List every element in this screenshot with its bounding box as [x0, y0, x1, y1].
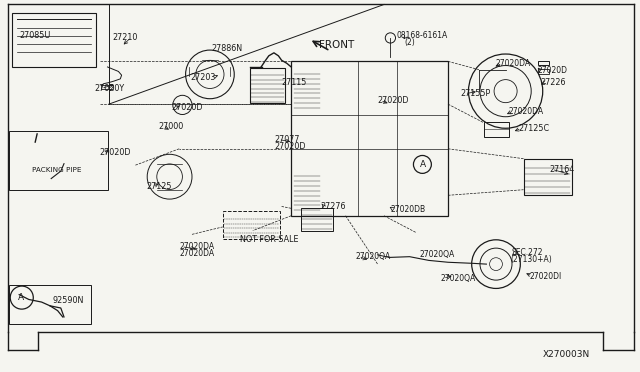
Text: X270003N: X270003N: [543, 350, 590, 359]
Bar: [538, 61, 549, 65]
Text: 27020QA: 27020QA: [440, 274, 476, 283]
Text: 27020D: 27020D: [538, 66, 568, 75]
Text: 27020Y: 27020Y: [95, 84, 125, 93]
Text: 27886N: 27886N: [211, 44, 243, 53]
Bar: [9, 285, 91, 324]
Text: 27085U: 27085U: [19, 31, 51, 40]
Text: 92590N: 92590N: [52, 296, 84, 305]
Text: 27020DA: 27020DA: [496, 59, 531, 68]
Bar: [101, 85, 113, 89]
Text: 27226: 27226: [541, 78, 566, 87]
Text: 27020D: 27020D: [274, 142, 305, 151]
Text: 27020D: 27020D: [99, 148, 131, 157]
Bar: [223, 211, 280, 239]
Text: 27164: 27164: [549, 165, 574, 174]
Bar: [484, 122, 509, 137]
Text: 27115: 27115: [282, 78, 307, 87]
Text: A: A: [420, 160, 426, 169]
Text: 27020DB: 27020DB: [390, 205, 426, 214]
Text: 27020DA: 27020DA: [509, 107, 544, 116]
Bar: [291, 61, 448, 216]
Text: 27125: 27125: [146, 182, 172, 191]
Text: (2): (2): [404, 38, 415, 47]
Text: 27155P: 27155P: [461, 89, 491, 98]
Text: SEC.272: SEC.272: [512, 248, 543, 257]
Text: (27130+A): (27130+A): [511, 255, 552, 264]
Text: PACKING PIPE: PACKING PIPE: [32, 167, 81, 173]
Bar: [12, 13, 96, 67]
Text: FRONT: FRONT: [319, 40, 354, 49]
Text: 27210: 27210: [112, 33, 138, 42]
Text: A: A: [18, 293, 24, 302]
Text: 27020QA: 27020QA: [419, 250, 454, 259]
Text: NOT FOR SALE: NOT FOR SALE: [240, 235, 298, 244]
Text: 27276: 27276: [320, 202, 346, 211]
Text: 27203: 27203: [191, 73, 216, 81]
Text: 27020DA: 27020DA: [179, 242, 214, 251]
Text: 27020D: 27020D: [378, 96, 409, 105]
Text: 27020QA: 27020QA: [356, 252, 391, 261]
Text: 27125C: 27125C: [518, 124, 550, 133]
Bar: [301, 208, 333, 231]
Text: 27077: 27077: [274, 135, 300, 144]
Text: 27020DI: 27020DI: [530, 272, 562, 280]
Text: 08168-6161A: 08168-6161A: [397, 31, 448, 40]
Text: 27020D: 27020D: [171, 103, 202, 112]
Text: 27000: 27000: [159, 122, 184, 131]
Bar: [9, 131, 108, 190]
Bar: [250, 68, 285, 103]
Bar: [524, 159, 572, 195]
Bar: [538, 69, 549, 74]
Text: 27020DA: 27020DA: [179, 249, 214, 258]
